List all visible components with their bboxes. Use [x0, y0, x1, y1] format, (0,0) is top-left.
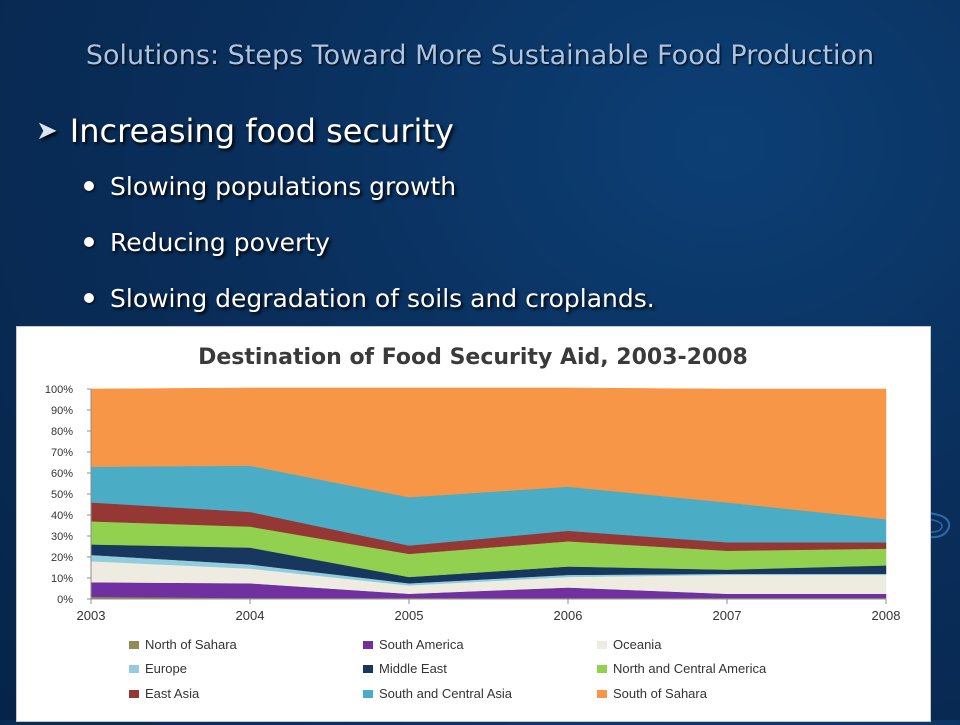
- main-bullet: ➤ Increasing food security: [36, 112, 655, 150]
- legend-swatch: [597, 690, 607, 698]
- main-bullet-text: Increasing food security: [69, 112, 454, 150]
- x-tick-label: 2005: [395, 608, 424, 623]
- legend-swatch: [363, 665, 373, 673]
- y-tick-label: 10%: [51, 573, 73, 585]
- x-tick-label: 2003: [77, 608, 106, 623]
- sub-bullet-text: Reducing poverty: [110, 227, 330, 257]
- y-tick-label: 20%: [51, 552, 73, 564]
- x-tick-label: 2007: [713, 608, 742, 623]
- dot-bullet-icon: [84, 237, 94, 247]
- y-tick-label: 60%: [51, 468, 73, 480]
- x-tick-label: 2008: [872, 608, 901, 623]
- legend-swatch: [597, 665, 607, 673]
- legend-label: North of Sahara: [145, 637, 238, 652]
- stacked-area-chart: Destination of Food Security Aid, 2003-2…: [45, 345, 901, 701]
- legend-label: South America: [379, 637, 464, 652]
- y-tick-label: 0%: [57, 594, 73, 606]
- y-tick-label: 80%: [51, 426, 73, 438]
- decorative-swirl-icon: [926, 512, 951, 539]
- legend-label: East Asia: [145, 686, 200, 701]
- x-tick-label: 2004: [236, 608, 265, 623]
- sub-bullet-text: Slowing populations growth: [110, 171, 457, 201]
- dot-bullet-icon: [84, 293, 94, 303]
- y-tick-label: 100%: [45, 384, 73, 396]
- y-tick-label: 40%: [51, 510, 73, 522]
- sub-bullet-1: Slowing populations growth: [84, 158, 655, 214]
- y-tick-label: 90%: [51, 405, 73, 417]
- dot-bullet-icon: [84, 181, 94, 191]
- legend-swatch: [129, 641, 139, 649]
- legend-swatch: [129, 665, 139, 673]
- legend-swatch: [363, 641, 373, 649]
- sub-bullet-text: Slowing degradation of soils and croplan…: [110, 283, 655, 313]
- legend-swatch: [363, 690, 373, 698]
- y-tick-label: 50%: [51, 489, 73, 501]
- slide-title: Solutions: Steps Toward More Sustainable…: [85, 40, 875, 71]
- legend-label: Middle East: [379, 661, 447, 676]
- arrow-bullet-icon: ➤: [36, 116, 58, 146]
- legend-label: North and Central America: [613, 661, 767, 676]
- chart-title: Destination of Food Security Aid, 2003-2…: [198, 345, 748, 370]
- x-tick-label: 2006: [554, 608, 583, 623]
- bullet-list: ➤ Increasing food security Slowing popul…: [36, 112, 655, 326]
- chart-panel: Destination of Food Security Aid, 2003-2…: [16, 326, 931, 722]
- y-tick-label: 30%: [51, 531, 73, 543]
- area-series-8: [90, 387, 887, 520]
- sub-bullet-2: Reducing poverty: [84, 214, 655, 270]
- legend-swatch: [129, 690, 139, 698]
- sub-bullet-3: Slowing degradation of soils and croplan…: [84, 270, 655, 326]
- legend-label: South of Sahara: [613, 686, 708, 701]
- legend-label: South and Central Asia: [379, 686, 513, 701]
- y-tick-label: 70%: [51, 447, 73, 459]
- legend-swatch: [597, 641, 607, 649]
- legend-label: Europe: [145, 661, 187, 676]
- legend-label: Oceania: [613, 637, 662, 652]
